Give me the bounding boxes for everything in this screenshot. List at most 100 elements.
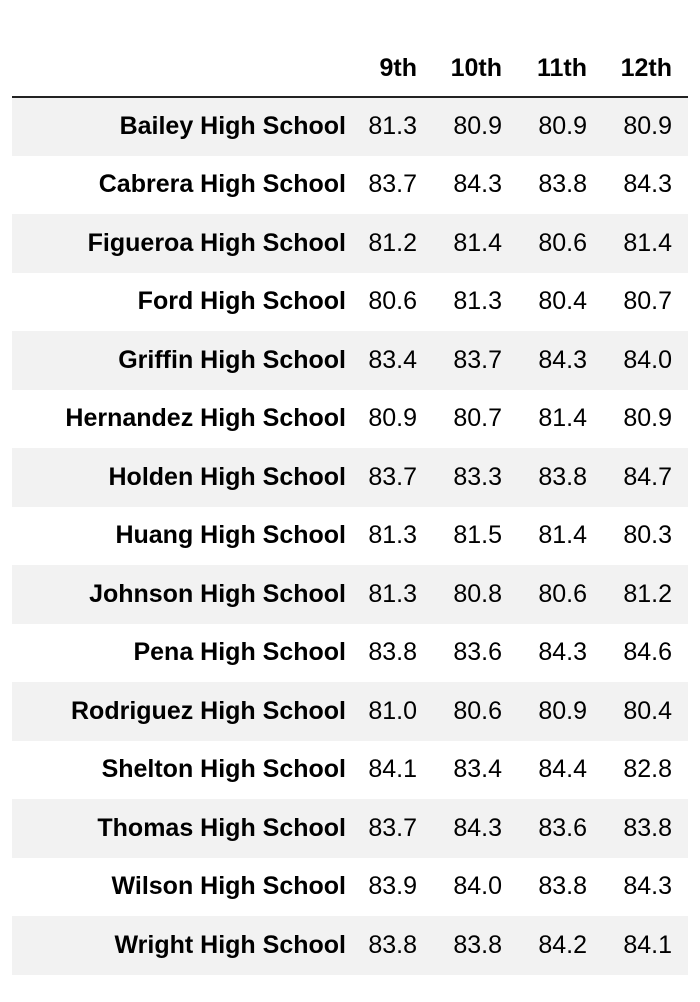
cell-10th: 83.7 xyxy=(453,345,502,374)
row-index-school: Wright High School xyxy=(114,930,346,959)
cell-11th: 80.9 xyxy=(538,696,587,725)
row-index-school: Johnson High School xyxy=(89,579,346,608)
table-row: Thomas High School 83.7 84.3 83.6 83.8 xyxy=(12,799,688,858)
row-index-school: Holden High School xyxy=(108,462,347,491)
table-body: Bailey High School 81.3 80.9 80.9 80.9 Cabrer… xyxy=(12,97,688,975)
cell-10th: 80.9 xyxy=(453,112,502,141)
cell-9th: 81.3 xyxy=(368,579,417,608)
row-index-school: Shelton High School xyxy=(101,755,346,784)
table-row: Wright High School 83.8 83.8 84.2 84.1 xyxy=(12,916,688,975)
cell-12th: 81.4 xyxy=(623,228,672,257)
row-index-school: Bailey High School xyxy=(119,112,346,141)
column-header-9th: 9th xyxy=(348,40,433,98)
cell-9th: 81.0 xyxy=(368,696,417,725)
table-row: Bailey High School 81.3 80.9 80.9 80.9 xyxy=(12,97,688,156)
table-row: Cabrera High School 83.7 84.3 83.8 84.3 xyxy=(12,156,688,215)
cell-12th: 82.8 xyxy=(623,755,672,784)
cell-11th: 80.9 xyxy=(538,112,587,141)
table-row: Huang High School 81.3 81.5 81.4 80.3 xyxy=(12,507,688,566)
cell-12th: 84.0 xyxy=(623,345,672,374)
cell-11th: 81.4 xyxy=(538,521,587,550)
cell-11th: 84.2 xyxy=(538,930,587,959)
row-index-school: Ford High School xyxy=(137,287,346,316)
cell-10th: 81.4 xyxy=(453,228,502,257)
table-row: Wilson High School 83.9 84.0 83.8 84.3 xyxy=(12,858,688,917)
cell-12th: 80.9 xyxy=(623,404,672,433)
row-index-school: Wilson High School xyxy=(111,872,347,901)
row-index-school: Figueroa High School xyxy=(87,228,346,257)
cell-12th: 80.3 xyxy=(623,521,672,550)
cell-11th: 80.6 xyxy=(538,579,587,608)
cell-12th: 84.6 xyxy=(623,638,672,667)
row-index-school: Cabrera High School xyxy=(98,170,346,199)
cell-11th: 80.6 xyxy=(538,228,587,257)
cell-9th: 80.6 xyxy=(368,287,417,316)
cell-11th: 83.8 xyxy=(538,872,587,901)
cell-12th: 84.7 xyxy=(623,462,672,491)
cell-12th: 80.7 xyxy=(623,287,672,316)
cell-10th: 81.5 xyxy=(453,521,502,550)
cell-9th: 83.8 xyxy=(368,930,417,959)
cell-10th: 80.8 xyxy=(453,579,502,608)
cell-10th: 83.3 xyxy=(453,462,502,491)
cell-11th: 84.3 xyxy=(538,638,587,667)
cell-9th: 83.8 xyxy=(368,638,417,667)
cell-12th: 83.8 xyxy=(623,813,672,842)
column-header-10th: 10th xyxy=(433,40,518,98)
row-index-school: Rodriguez High School xyxy=(71,696,346,725)
table-row: Griffin High School 83.4 83.7 84.3 84.0 xyxy=(12,331,688,390)
row-index-school: Griffin High School xyxy=(118,345,346,374)
cell-9th: 83.9 xyxy=(368,872,417,901)
cell-11th: 84.4 xyxy=(538,755,587,784)
cell-10th: 83.8 xyxy=(453,930,502,959)
cell-10th: 81.3 xyxy=(453,287,502,316)
cell-11th: 81.4 xyxy=(538,404,587,433)
cell-10th: 84.3 xyxy=(453,813,502,842)
cell-10th: 84.3 xyxy=(453,170,502,199)
cell-12th: 84.3 xyxy=(623,872,672,901)
cell-12th: 81.2 xyxy=(623,579,672,608)
cell-11th: 83.8 xyxy=(538,462,587,491)
cell-10th: 80.7 xyxy=(453,404,502,433)
cell-9th: 81.2 xyxy=(368,228,417,257)
header-row: 9th 10th 11th 12th xyxy=(12,40,688,98)
cell-9th: 83.4 xyxy=(368,345,417,374)
cell-12th: 80.4 xyxy=(623,696,672,725)
column-header-12th: 12th xyxy=(603,40,688,98)
cell-10th: 84.0 xyxy=(453,872,502,901)
cell-10th: 80.6 xyxy=(453,696,502,725)
row-index-school: Huang High School xyxy=(115,521,346,550)
cell-9th: 83.7 xyxy=(368,813,417,842)
table-row: Ford High School 80.6 81.3 80.4 80.7 xyxy=(12,273,688,332)
cell-9th: 80.9 xyxy=(368,404,417,433)
cell-11th: 80.4 xyxy=(538,287,587,316)
row-index-school: Pena High School xyxy=(133,638,346,667)
cell-11th: 83.6 xyxy=(538,813,587,842)
table-row: Rodriguez High School 81.0 80.6 80.9 80.4 xyxy=(12,682,688,741)
row-index-school: Hernandez High School xyxy=(65,404,346,433)
column-header-11th: 11th xyxy=(518,40,603,98)
cell-11th: 84.3 xyxy=(538,345,587,374)
cell-12th: 80.9 xyxy=(623,112,672,141)
table-header: 9th 10th 11th 12th xyxy=(12,40,688,98)
cell-9th: 83.7 xyxy=(368,170,417,199)
cell-9th: 81.3 xyxy=(368,112,417,141)
table-row: Shelton High School 84.1 83.4 84.4 82.8 xyxy=(12,741,688,800)
dataframe-table: 9th 10th 11th 12th Bailey High School 81.… xyxy=(12,40,688,975)
table-row: Holden High School 83.7 83.3 83.8 84.7 xyxy=(12,448,688,507)
cell-9th: 83.7 xyxy=(368,462,417,491)
cell-12th: 84.3 xyxy=(623,170,672,199)
cell-10th: 83.4 xyxy=(453,755,502,784)
row-index-school: Thomas High School xyxy=(97,813,346,842)
table-row: Figueroa High School 81.2 81.4 80.6 81.4 xyxy=(12,214,688,273)
cell-10th: 83.6 xyxy=(453,638,502,667)
index-header xyxy=(12,40,348,98)
cell-12th: 84.1 xyxy=(623,930,672,959)
cell-11th: 83.8 xyxy=(538,170,587,199)
table-row: Hernandez High School 80.9 80.7 81.4 80.9 xyxy=(12,390,688,449)
dataframe-table-wrapper: 9th 10th 11th 12th Bailey High School 81.… xyxy=(12,40,688,975)
table-row: Johnson High School 81.3 80.8 80.6 81.2 xyxy=(12,565,688,624)
table-row: Pena High School 83.8 83.6 84.3 84.6 xyxy=(12,624,688,683)
cell-9th: 81.3 xyxy=(368,521,417,550)
cell-9th: 84.1 xyxy=(368,755,417,784)
